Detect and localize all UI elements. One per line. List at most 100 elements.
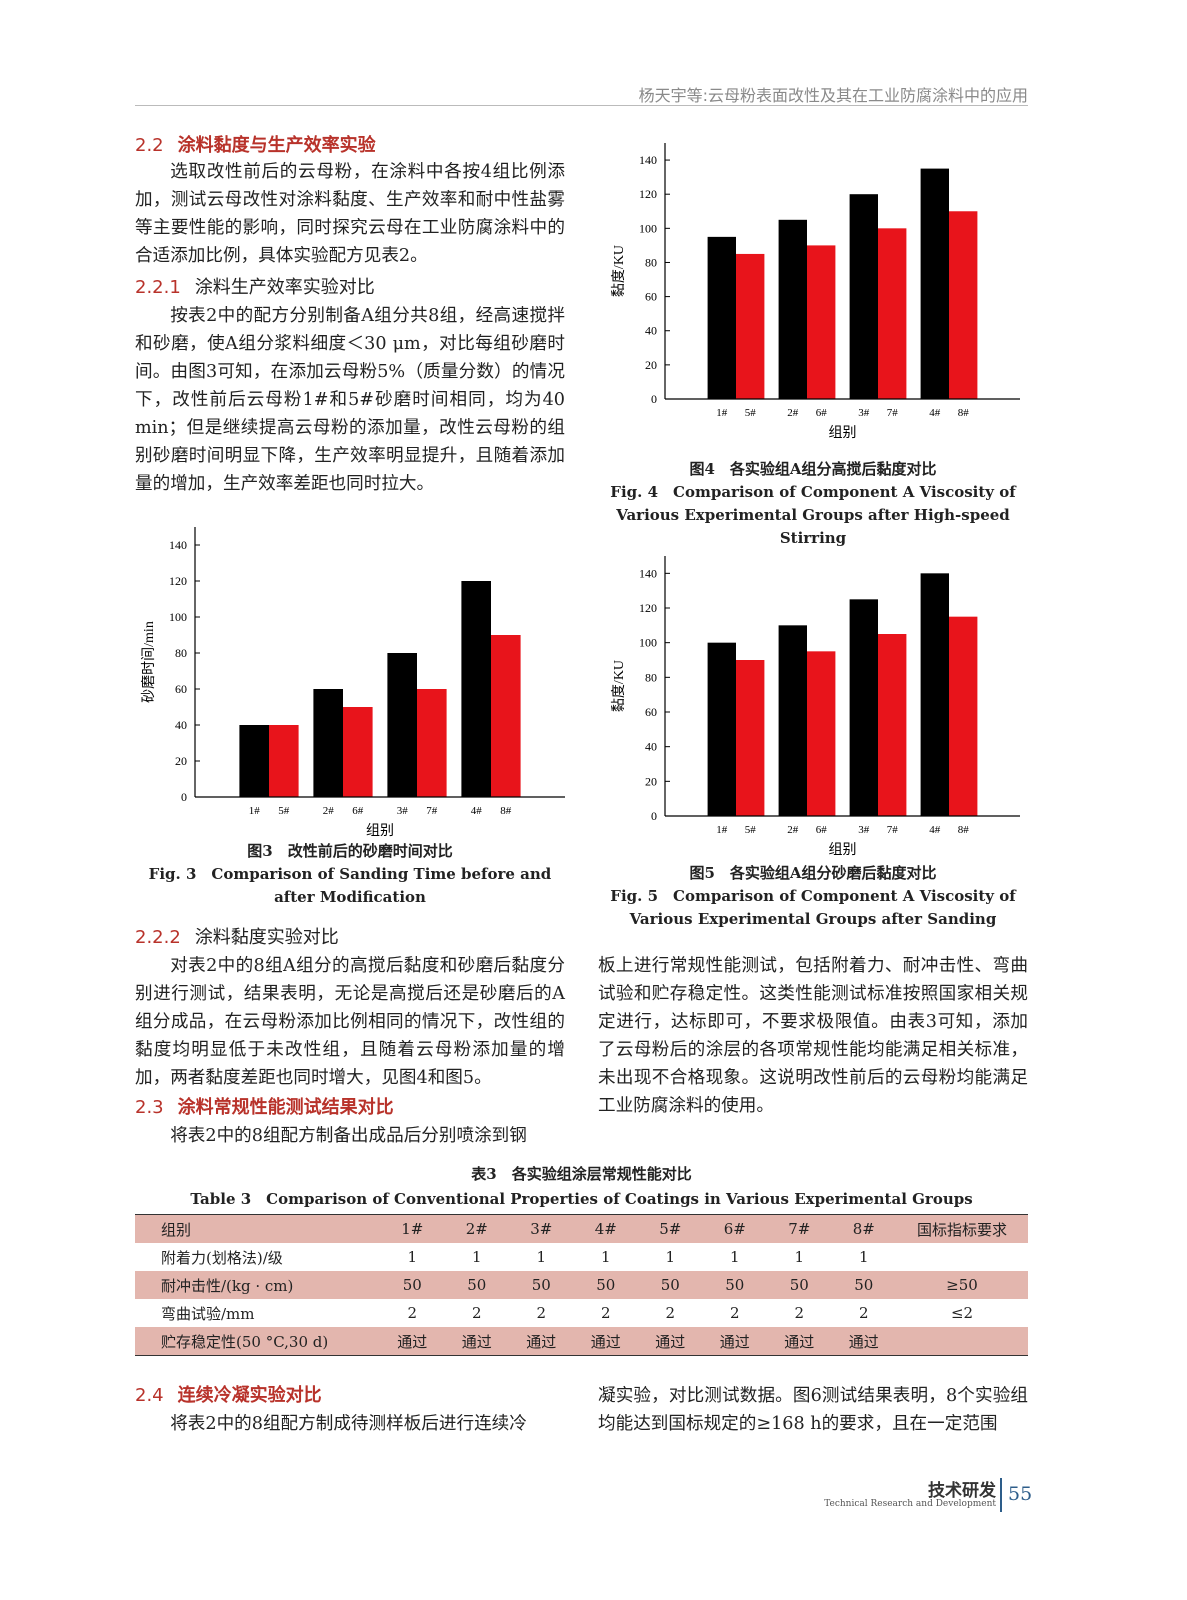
- x-tick-label: 8#: [958, 824, 970, 836]
- x-tick-label: 5#: [745, 824, 757, 836]
- header-rule: [135, 105, 1028, 106]
- table-cell: 2: [407, 1304, 418, 1322]
- bar: [949, 616, 978, 816]
- heading-number: 2.4: [135, 1385, 164, 1406]
- paragraph: 对表2中的8组A组分的高搅后黏度和砂磨后黏度分别进行测试，结果表明，无论是高搅后…: [135, 956, 565, 1088]
- table-cell: 1: [600, 1248, 611, 1266]
- x-tick-label: 1#: [249, 805, 261, 817]
- y-tick-label: 80: [175, 646, 187, 660]
- heading-number: 2.2.2: [135, 927, 181, 948]
- y-tick-label: 100: [169, 610, 187, 624]
- table-row: 耐冲击性/(kg · cm) 50 50 50 50 50 50 50 50 ≥50: [135, 1271, 1028, 1299]
- y-tick-label: 0: [651, 392, 657, 406]
- x-tick-label: 7#: [887, 407, 899, 419]
- table-caption-cn: 表3 各实验组涂层常规性能对比: [471, 1165, 692, 1183]
- x-tick-label: 4#: [929, 824, 941, 836]
- table-cell: 1#: [380, 1214, 445, 1243]
- table-cell: 1: [794, 1248, 805, 1266]
- table-cell: 组别: [135, 1214, 380, 1243]
- table: 组别 1# 2# 3# 4# 5# 6# 7# 8# 国标指标要求 附着力(划格法)/级 1 1 1 1 1 1…: [135, 1214, 1028, 1356]
- heading-number: 2.2.1: [135, 277, 181, 298]
- figure-caption-cn: 图4 各实验组A组分高搅后黏度对比: [689, 460, 937, 478]
- table-cell: 50: [380, 1271, 445, 1299]
- y-axis-label: 砂磨时间/min: [141, 621, 157, 703]
- bar: [807, 245, 836, 399]
- x-tick-label: 5#: [745, 407, 757, 419]
- table-cell: 50: [767, 1271, 832, 1299]
- paragraph: 按表2中的配方分别制备A组分共8组，经高速搅拌和砂磨，使A组分浆料细度＜30 μ…: [135, 306, 565, 494]
- x-tick-label: 6#: [816, 407, 828, 419]
- table-cell: 附着力(划格法)/级: [161, 1248, 283, 1267]
- table-cell: 1: [407, 1248, 418, 1266]
- table-cell: 7#: [767, 1214, 832, 1243]
- y-tick-label: 40: [645, 740, 657, 754]
- y-tick-label: 100: [639, 636, 657, 650]
- x-axis-label: 组别: [829, 842, 857, 858]
- heading-title: 连续冷凝实验对比: [177, 1385, 322, 1406]
- x-tick-label: 2#: [787, 824, 799, 836]
- heading: 2.2.1 涂料生产效率实验对比: [135, 275, 375, 301]
- bar: [736, 253, 765, 399]
- table-cell: [896, 1243, 1028, 1271]
- x-tick-label: 7#: [426, 805, 438, 817]
- heading: 2.4 连续冷凝实验对比: [135, 1383, 322, 1409]
- bar: [707, 642, 736, 816]
- table-cell: 通过: [767, 1327, 832, 1356]
- table-cell: 2: [600, 1304, 611, 1322]
- x-tick-label: 2#: [323, 805, 335, 817]
- bar: [878, 228, 907, 399]
- y-tick-label: 100: [639, 221, 657, 235]
- chart: 0 20 40 60 80 100 120 140 1# 2# 3# 4# 5# 6# 7# 8# 组别 黏度/K…: [611, 556, 1020, 858]
- bar: [920, 573, 949, 816]
- x-tick-label: 8#: [500, 805, 512, 817]
- figure-caption-en: Fig. 5 Comparison of Component A Viscosi…: [610, 887, 1016, 928]
- y-tick-label: 0: [181, 790, 187, 804]
- x-tick-label: 1#: [716, 824, 728, 836]
- bar: [778, 219, 807, 399]
- table-cell: 2: [729, 1304, 740, 1322]
- x-axis-label: 组别: [829, 425, 857, 441]
- heading-number: 2.3: [135, 1097, 164, 1118]
- table-cell: [896, 1327, 1028, 1356]
- table-cell: 50: [509, 1271, 574, 1299]
- paragraph: 将表2中的8组配方制成待测样板后进行连续冷: [170, 1414, 527, 1434]
- table-cell: 通过: [638, 1327, 703, 1356]
- bar: [849, 599, 878, 816]
- page-number: 55: [1008, 1483, 1033, 1505]
- y-tick-label: 60: [645, 705, 657, 719]
- y-tick-label: 140: [639, 153, 657, 167]
- bar: [949, 211, 978, 399]
- bar: [807, 651, 836, 816]
- running-title: 杨天宇等:云母粉表面改性及其在工业防腐涂料中的应用: [638, 86, 1028, 105]
- y-tick-label: 120: [639, 187, 657, 201]
- table-cell: 50: [573, 1271, 638, 1299]
- table-cell: 国标指标要求: [896, 1214, 1028, 1243]
- figure-caption-en: Fig. 4 Comparison of Component A Viscosi…: [610, 483, 1016, 547]
- table-cell: 通过: [444, 1327, 509, 1356]
- bar: [387, 653, 417, 797]
- table-cell: 1: [536, 1248, 547, 1266]
- heading: 2.2 涂料黏度与生产效率实验: [135, 133, 376, 159]
- heading: 2.2.2 涂料黏度实验对比: [135, 925, 339, 951]
- y-tick-label: 140: [639, 566, 657, 580]
- table-cell: 3#: [509, 1214, 574, 1243]
- y-tick-label: 60: [645, 290, 657, 304]
- bar: [461, 581, 491, 797]
- x-tick-label: 5#: [278, 805, 290, 817]
- paragraph: 凝实验，对比测试数据。图6测试结果表明，8个实验组均能达到国标规定的≥168 h…: [598, 1386, 1028, 1434]
- heading-title: 涂料生产效率实验对比: [194, 277, 375, 298]
- x-tick-label: 6#: [352, 805, 364, 817]
- figure-caption-cn: 图5 各实验组A组分砂磨后黏度对比: [689, 864, 937, 882]
- y-tick-label: 20: [175, 754, 187, 768]
- table-cell: 8#: [831, 1214, 896, 1243]
- table-cell: 2: [536, 1304, 547, 1322]
- chart: 0 20 40 60 80 100 120 140 1# 2# 3# 4# 5# 6# 7# 8# 组别 砂磨时间…: [141, 527, 565, 839]
- y-tick-label: 20: [645, 358, 657, 372]
- x-tick-label: 7#: [887, 824, 899, 836]
- table-cell: ≥50: [896, 1271, 1028, 1299]
- y-tick-label: 120: [639, 601, 657, 615]
- table-cell: 50: [444, 1271, 509, 1299]
- table-row: 组别 1# 2# 3# 4# 5# 6# 7# 8# 国标指标要求: [135, 1214, 1028, 1243]
- table-cell: 通过: [702, 1327, 767, 1356]
